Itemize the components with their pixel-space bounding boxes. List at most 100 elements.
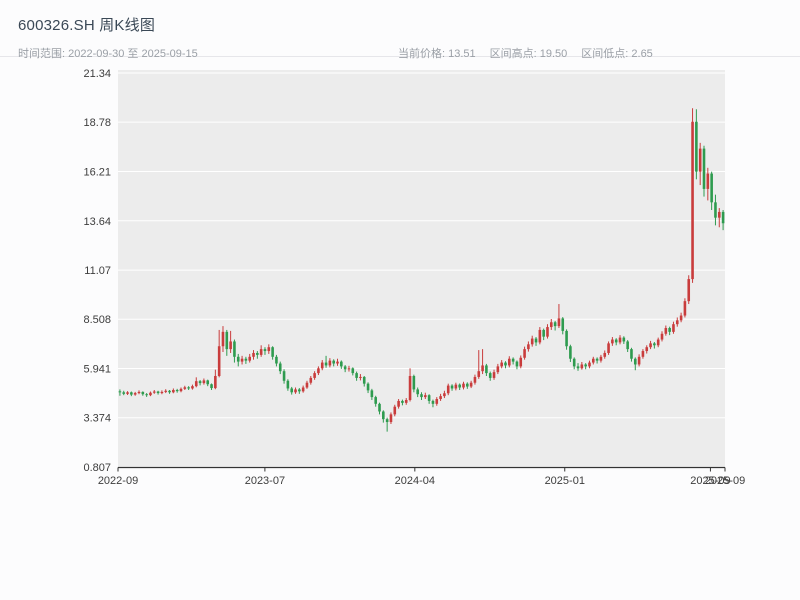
candle-body <box>389 414 393 423</box>
candle-body <box>183 387 187 389</box>
candle-body <box>359 376 362 378</box>
candle-body <box>523 349 526 358</box>
candle-body <box>706 173 710 189</box>
candle-body <box>355 373 358 378</box>
candles <box>118 108 725 432</box>
x-tick-label: 2024-04 <box>395 475 435 487</box>
candle-body <box>122 392 126 394</box>
candle-body <box>301 387 305 392</box>
candle-body <box>515 361 519 367</box>
candle-body <box>179 388 183 392</box>
candle-body <box>378 403 381 412</box>
candle-body <box>240 358 244 362</box>
candle-body <box>168 390 171 393</box>
candle-body <box>244 358 248 361</box>
time-range-label: 时间范围: 2022-09-30 至 2025-09-15 <box>18 48 198 60</box>
candle-body <box>290 388 294 393</box>
candle-body <box>679 315 683 321</box>
candle-body <box>435 399 439 404</box>
y-tick-label: 5.941 <box>83 363 111 375</box>
candle-body <box>473 376 477 383</box>
candle-body <box>710 173 713 203</box>
candle-body <box>439 396 442 400</box>
candle-body <box>595 358 599 361</box>
candle-body <box>695 121 698 172</box>
candle-body <box>328 360 332 366</box>
y-tick-label: 16.21 <box>83 166 111 178</box>
candle-body <box>206 380 210 385</box>
candle-body <box>320 362 324 369</box>
candle-body <box>714 202 717 218</box>
candle-body <box>698 148 702 172</box>
candle-body <box>393 406 397 415</box>
candle-body <box>374 397 377 404</box>
candle-body <box>340 361 343 367</box>
candle-body <box>454 384 458 389</box>
candle-body <box>149 392 152 396</box>
candle-body <box>653 343 656 346</box>
candle-body <box>187 387 190 389</box>
x-tick-label: 2025-09 <box>690 475 730 487</box>
candle-body <box>160 391 164 394</box>
candle-body <box>565 330 568 347</box>
x-tick-label: 2022-09 <box>98 475 138 487</box>
candle-body <box>603 352 607 357</box>
candle-body <box>527 344 530 350</box>
candle-body <box>236 356 240 362</box>
candle-body <box>408 375 412 400</box>
candle-body <box>152 391 156 393</box>
candle-body <box>626 341 629 350</box>
candle-body <box>546 327 549 337</box>
candle-body <box>214 375 217 389</box>
candle-body <box>248 356 252 361</box>
candle-body <box>397 400 400 407</box>
candle-body <box>611 339 614 344</box>
candle-body <box>221 331 225 347</box>
candle-body <box>633 358 637 365</box>
candle-body <box>252 352 255 357</box>
candle-body <box>229 341 232 350</box>
candle-body <box>508 358 511 366</box>
candle-body <box>691 121 694 280</box>
candle-body <box>164 390 168 392</box>
chart-subheader: 时间范围: 2022-09-30 至 2025-09-15 当前价格: 13.5… <box>18 45 782 61</box>
candle-body <box>385 419 389 423</box>
range-low-label: 区间低点: 2.65 <box>581 48 653 60</box>
y-tick-label: 0.807 <box>83 462 111 474</box>
candle-body <box>175 389 179 392</box>
range-high-label: 区间高点: 19.50 <box>489 48 568 60</box>
y-tick-label: 8.508 <box>83 314 111 326</box>
plot-background <box>118 70 725 467</box>
candle-body <box>557 318 561 327</box>
candle-body <box>492 372 496 378</box>
candle-body <box>351 368 355 374</box>
candle-body <box>431 400 435 404</box>
candle-body <box>660 333 664 340</box>
candle-body <box>458 384 461 388</box>
candle-body <box>412 375 416 390</box>
candle-body <box>485 365 488 374</box>
candle-body <box>664 328 668 334</box>
x-tick-label: 2025-01 <box>545 475 585 487</box>
candle-body <box>347 368 351 370</box>
candle-body <box>687 279 691 302</box>
candle-body <box>717 211 721 218</box>
candle-body <box>282 371 286 381</box>
candle-body <box>313 373 316 378</box>
candle-body <box>256 352 259 355</box>
candle-body <box>538 329 542 343</box>
candle-body <box>137 391 141 394</box>
candle-body <box>656 339 660 346</box>
page-title: 600326.SH 周K线图 <box>18 17 156 34</box>
candle-body <box>233 341 236 357</box>
candle-body <box>702 148 706 189</box>
candle-body <box>225 331 229 350</box>
candle-body <box>362 376 366 384</box>
x-tick-label: 2025-09 <box>705 475 745 487</box>
candle-body <box>553 322 557 327</box>
candle-body <box>721 211 725 224</box>
candle-body <box>194 381 198 387</box>
candle-body <box>561 318 565 331</box>
candle-body <box>649 343 652 348</box>
